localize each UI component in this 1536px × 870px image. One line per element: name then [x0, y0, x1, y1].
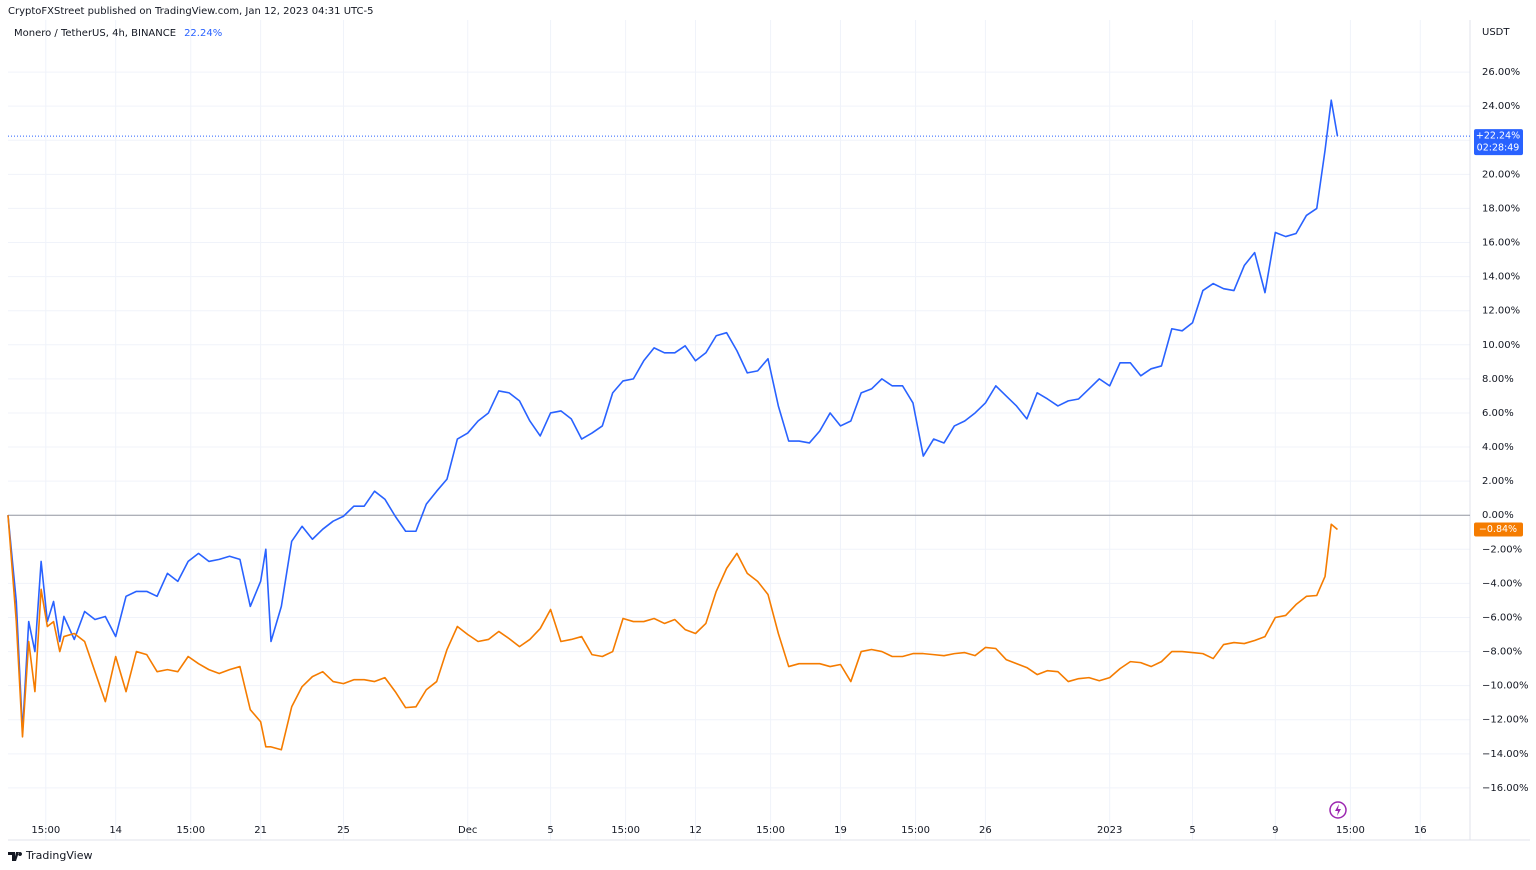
x-tick-label: 26 — [979, 825, 992, 836]
x-tick-label: 9 — [1272, 825, 1278, 836]
lightning-icon — [1329, 801, 1347, 819]
publish-line: CryptoFXStreet published on TradingView.… — [8, 6, 374, 17]
x-tick-label: 16 — [1414, 825, 1427, 836]
y-tick-label: 16.00% — [1482, 238, 1520, 249]
x-tick-label: 2023 — [1097, 825, 1122, 836]
y-tick-label: −6.00% — [1482, 612, 1522, 623]
price-badge-label: −0.84% — [1479, 524, 1517, 535]
icon-circle — [1329, 801, 1347, 819]
x-tick-label: 15:00 — [611, 825, 640, 836]
y-tick-label: 14.00% — [1482, 272, 1520, 283]
x-tick-label: 15:00 — [756, 825, 785, 836]
price-badge-label: +22.24% — [1476, 131, 1520, 142]
y-tick-label: 6.00% — [1482, 408, 1514, 419]
x-tick-label: 14 — [109, 825, 122, 836]
x-tick-label: 15:00 — [1336, 825, 1365, 836]
grid — [8, 20, 1470, 840]
y-tick-label: 18.00% — [1482, 203, 1520, 214]
y-tick-label: −14.00% — [1482, 749, 1529, 760]
countdown: 02:28:49 — [1477, 143, 1520, 154]
x-tick-label: 15:00 — [176, 825, 205, 836]
y-tick-label: −12.00% — [1482, 715, 1529, 726]
series-line — [7, 515, 1338, 751]
y-tick-label: 26.00% — [1482, 67, 1520, 78]
plot: +22.24%02:28:49 −0.84% — [7, 99, 1523, 751]
y-tick-label: −2.00% — [1482, 544, 1522, 555]
x-tick-label: 15:00 — [901, 825, 930, 836]
y-tick-label: 24.00% — [1482, 101, 1520, 112]
y-tick-label: −4.00% — [1482, 578, 1522, 589]
y-tick-label: 20.00% — [1482, 169, 1520, 180]
icon-bolt — [1335, 804, 1341, 816]
x-tick-label: 21 — [254, 825, 267, 836]
y-tick-label: −8.00% — [1482, 647, 1522, 658]
y-tick-label: −10.00% — [1482, 681, 1529, 692]
logo-text: TradingView — [25, 849, 92, 862]
x-tick-label: 5 — [547, 825, 553, 836]
x-tick-label: 15:00 — [31, 825, 60, 836]
price-badge — [1474, 522, 1523, 537]
x-tick-label: 5 — [1189, 825, 1195, 836]
y-tick-label: −16.00% — [1482, 783, 1529, 794]
axis-unit: USDT — [1482, 27, 1510, 38]
y-tick-label: 4.00% — [1482, 442, 1514, 453]
y-tick-label: 0.00% — [1482, 510, 1514, 521]
x-tick-label: 19 — [834, 825, 847, 836]
x-tick-label: Dec — [458, 825, 477, 836]
y-tick-label: 2.00% — [1482, 476, 1514, 487]
x-tick-label: 25 — [337, 825, 350, 836]
price-badge — [1474, 129, 1523, 156]
y-tick-label: 10.00% — [1482, 340, 1520, 351]
y-tick-label: 8.00% — [1482, 374, 1514, 385]
symbol-legend: Monero / TetherUS, 4h, BINANCE — [14, 28, 176, 39]
series-line — [7, 99, 1339, 733]
logo-mark — [8, 852, 23, 861]
y-tick-label: 12.00% — [1482, 306, 1520, 317]
logo: TradingView — [8, 849, 92, 862]
x-tick-label: 12 — [689, 825, 702, 836]
legend-value: 22.24% — [184, 28, 222, 39]
